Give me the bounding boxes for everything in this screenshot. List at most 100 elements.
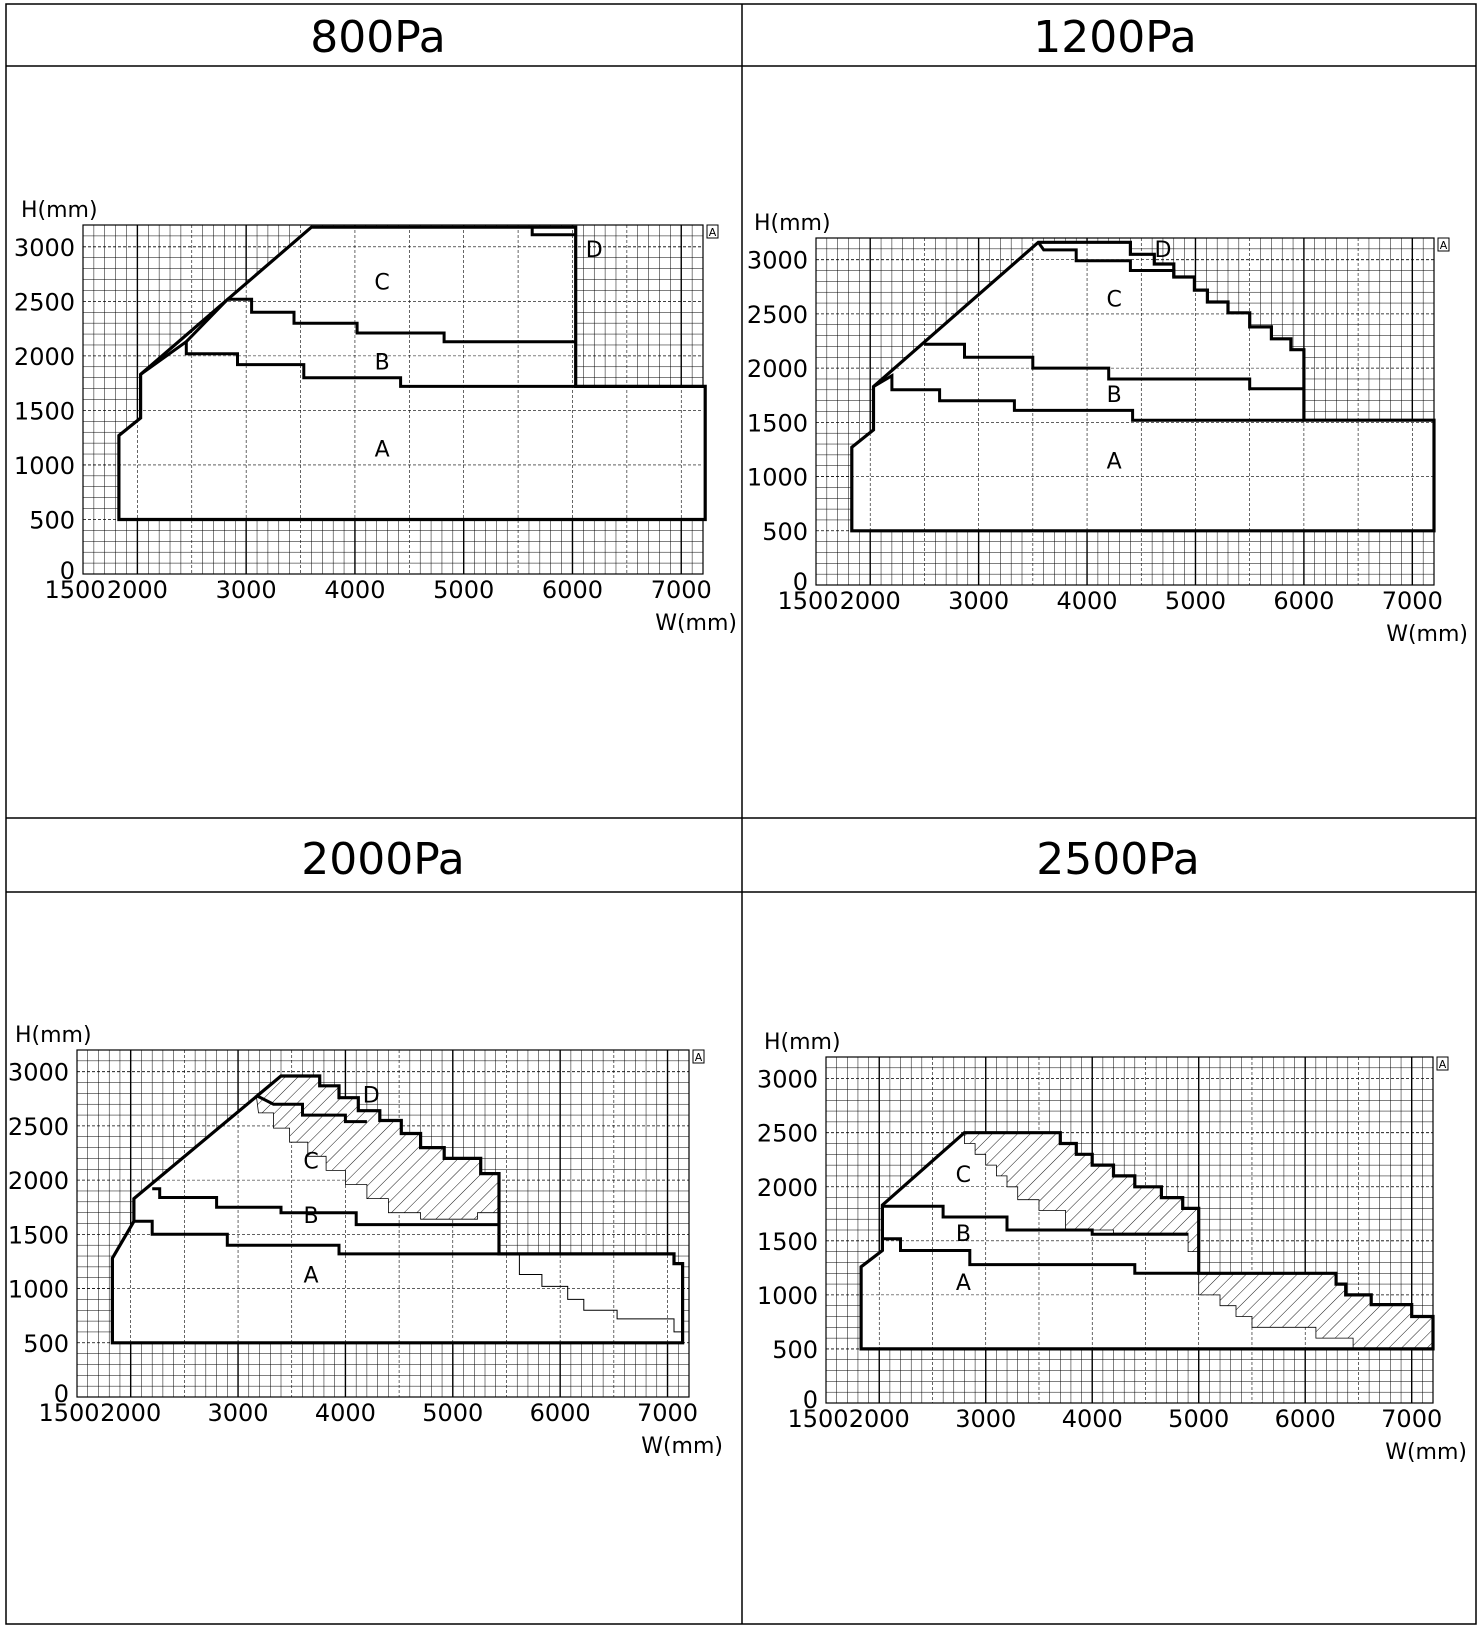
- plot-frame: [825, 1056, 1434, 1404]
- region-label-b: B: [1107, 383, 1122, 408]
- x-tick-label: 3000: [208, 1399, 269, 1427]
- region-label-a: A: [956, 1271, 971, 1296]
- y-tick-label: 500: [772, 1336, 818, 1364]
- corner-mark-box: [706, 224, 719, 239]
- y-tick-label: 3000: [757, 1066, 818, 1094]
- x-tick-label: 7000: [1381, 1405, 1442, 1433]
- envelope-outline: [850, 240, 1436, 533]
- y-tick-label: 1000: [8, 1276, 69, 1304]
- panel-title: 2500Pa: [1036, 834, 1200, 885]
- envelope-fill: [851, 242, 1434, 531]
- y-tick-label: 2000: [747, 355, 808, 383]
- x-tick-label: 4000: [324, 576, 385, 604]
- y-tick-label: 1000: [14, 452, 75, 480]
- region-label-c: C: [1106, 288, 1121, 313]
- x-tick-label: 1500: [787, 1405, 848, 1433]
- corner-mark-text: A: [695, 1051, 703, 1064]
- region-label-a: A: [1107, 449, 1122, 474]
- region-label-c: C: [374, 271, 389, 296]
- zone-boundary: [255, 1094, 367, 1124]
- x-tick-label: 2000: [107, 576, 168, 604]
- x-tick-label: 4000: [1062, 1405, 1123, 1433]
- corner-mark: A: [692, 1049, 705, 1064]
- y-tick-label: 0: [803, 1386, 818, 1414]
- y-tick-label: 1000: [747, 464, 808, 492]
- x-tick-label: 4000: [1057, 587, 1118, 615]
- x-tick-label: 1500: [38, 1399, 99, 1427]
- region-label-d: D: [1154, 238, 1171, 263]
- corner-mark: A: [1436, 1056, 1449, 1071]
- zone-boundary: [924, 342, 1304, 391]
- corner-mark-text: A: [1439, 1058, 1447, 1071]
- y-tick-label: 3000: [747, 247, 808, 275]
- y-axis-label: H(mm): [15, 1023, 92, 1048]
- y-tick-label: 2000: [14, 343, 75, 371]
- envelope-outline: [117, 225, 707, 522]
- plot-frame: [815, 237, 1435, 586]
- region-label-b: B: [304, 1204, 319, 1229]
- panel-title: 800Pa: [310, 12, 446, 63]
- envelope-outline: [110, 1074, 685, 1345]
- region-label-a: A: [375, 438, 390, 463]
- x-tick-label: 1500: [777, 587, 838, 615]
- region-label-c: C: [956, 1163, 971, 1188]
- x-tick-label: 6000: [1275, 1405, 1336, 1433]
- y-tick-label: 3000: [14, 234, 75, 262]
- y-tick-label: 0: [60, 557, 75, 585]
- x-tick-label: 6000: [530, 1399, 591, 1427]
- corner-mark-text: A: [1440, 239, 1448, 252]
- x-tick-label: 2000: [849, 1405, 910, 1433]
- table-frame: [5, 3, 1477, 1625]
- y-tick-label: 2500: [14, 288, 75, 316]
- region-label-b: B: [375, 350, 390, 375]
- y-axis-label: H(mm): [764, 1030, 841, 1055]
- thin-step-line: [499, 1253, 683, 1333]
- y-axis-label: H(mm): [21, 198, 98, 223]
- y-tick-label: 2000: [757, 1174, 818, 1202]
- y-tick-label: 500: [23, 1330, 69, 1358]
- region-label-d: D: [586, 238, 603, 263]
- region-label-c: C: [303, 1150, 318, 1175]
- y-tick-label: 3000: [8, 1059, 69, 1087]
- y-tick-label: 1500: [14, 397, 75, 425]
- x-tick-label: 4000: [315, 1399, 376, 1427]
- zone-boundary: [152, 1187, 499, 1227]
- zone-boundary: [882, 1237, 1199, 1275]
- corner-mark: A: [1437, 237, 1450, 252]
- zone-boundary: [882, 1204, 1189, 1236]
- x-axis-label: W(mm): [1386, 622, 1468, 647]
- region-label-d: D: [363, 1083, 380, 1108]
- x-axis-label: W(mm): [1385, 1440, 1467, 1465]
- region-label-b: B: [956, 1222, 971, 1247]
- y-tick-label: 1500: [747, 409, 808, 437]
- x-tick-label: 2000: [100, 1399, 161, 1427]
- zone-boundary: [530, 227, 576, 237]
- x-axis-label: W(mm): [655, 611, 737, 636]
- x-tick-label: 6000: [1273, 587, 1334, 615]
- x-tick-label: 3000: [955, 1405, 1016, 1433]
- x-tick-label: 7000: [651, 576, 712, 604]
- x-tick-label: 5000: [422, 1399, 483, 1427]
- envelope-outline: [859, 1131, 1435, 1351]
- zone-boundary: [872, 373, 1304, 422]
- y-tick-label: 0: [793, 568, 808, 596]
- x-tick-label: 7000: [637, 1399, 698, 1427]
- panel-title: 1200Pa: [1033, 12, 1197, 63]
- y-tick-label: 2000: [8, 1167, 69, 1195]
- x-tick-label: 5000: [1168, 1405, 1229, 1433]
- y-tick-label: 500: [29, 506, 75, 534]
- corner-mark-box: [692, 1049, 705, 1064]
- x-tick-label: 6000: [542, 576, 603, 604]
- y-tick-label: 2500: [747, 301, 808, 329]
- corner-mark: A: [706, 224, 719, 239]
- corner-mark-box: [1437, 237, 1450, 252]
- y-axis-label: H(mm): [754, 211, 831, 236]
- x-tick-label: 7000: [1382, 587, 1443, 615]
- envelope-fill: [118, 227, 706, 520]
- y-tick-label: 2500: [757, 1120, 818, 1148]
